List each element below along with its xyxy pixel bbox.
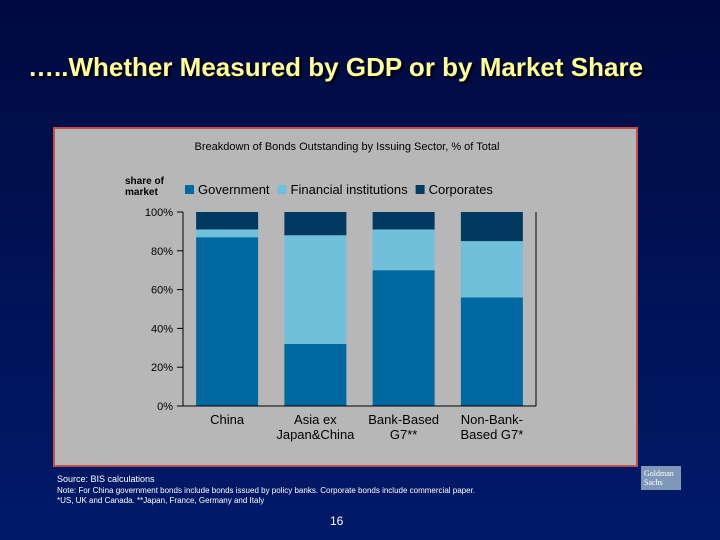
legend-label: Government — [198, 182, 270, 197]
source-text: Source: BIS calculations — [57, 474, 155, 484]
goldman-sachs-logo: Goldman Sachs — [641, 466, 681, 490]
x-tick-label: China — [210, 412, 245, 427]
bar-segment-financial-institutions — [196, 229, 259, 238]
page-number: 16 — [330, 514, 344, 528]
y-tick-label: 40% — [151, 323, 173, 335]
bar-segment-government — [284, 343, 347, 406]
bar-segment-government — [460, 297, 523, 406]
bar-segment-financial-institutions — [284, 235, 347, 344]
x-tick-label-line2: Japan&China — [276, 427, 355, 442]
chart-title: Breakdown of Bonds Outstanding by Issuin… — [195, 141, 500, 153]
bar-segment-corporates — [372, 212, 435, 230]
footnote-line-2: *US, UK and Canada. **Japan, France, Ger… — [57, 496, 265, 505]
x-tick-label: Non-Bank- — [461, 412, 523, 427]
legend-swatch — [415, 185, 425, 194]
y-tick-label: 80% — [151, 246, 173, 258]
bar-segment-financial-institutions — [460, 241, 523, 298]
footnote-line-1: Note: For China government bonds include… — [57, 486, 476, 495]
y-tick-label: 20% — [151, 362, 173, 374]
x-tick-label: Asia ex — [294, 412, 337, 427]
bar-segment-corporates — [196, 212, 259, 230]
bar-segment-government — [196, 237, 259, 406]
y-tick-label: 100% — [145, 207, 173, 219]
legend-swatch — [277, 185, 287, 194]
bond-sector-chart: Breakdown of Bonds Outstanding by Issuin… — [125, 141, 537, 442]
bar-segment-corporates — [460, 212, 523, 242]
bar-segment-financial-institutions — [372, 229, 435, 271]
x-tick-label: Bank-Based — [368, 412, 439, 427]
bar-segment-corporates — [284, 212, 347, 236]
footnote: Note: For China government bonds include… — [57, 486, 475, 506]
bar-segment-government — [372, 270, 435, 406]
legend-label: Financial institutions — [291, 182, 409, 197]
x-tick-label-line2: G7** — [390, 427, 417, 442]
legend-swatch — [185, 185, 194, 194]
chart-panel: Breakdown of Bonds Outstanding by Issuin… — [53, 127, 638, 467]
legend-label: Corporates — [429, 182, 494, 197]
y-axis-label: share of — [125, 176, 165, 187]
slide-title: …..Whether Measured by GDP or by Market … — [28, 52, 644, 82]
y-tick-label: 60% — [151, 285, 173, 297]
y-tick-label: 0% — [157, 401, 173, 413]
y-axis-label-2: market — [125, 187, 158, 198]
x-tick-label-line2: Based G7* — [460, 427, 523, 442]
